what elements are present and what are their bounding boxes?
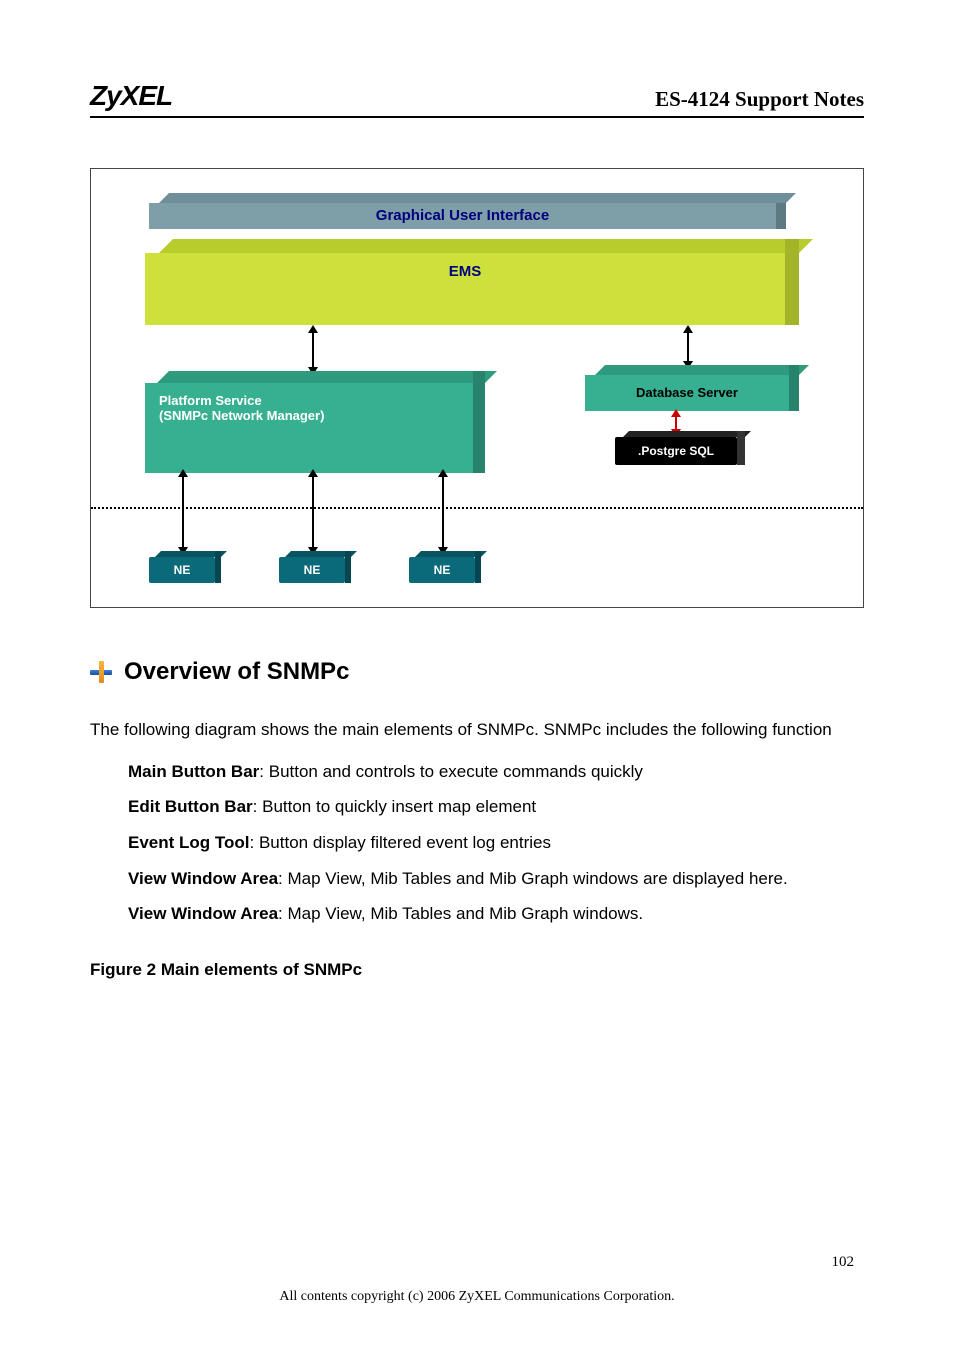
- ne-block-side: [475, 551, 481, 583]
- ems-block-label: EMS: [145, 253, 785, 325]
- plus-bullet-icon: [90, 661, 112, 683]
- platform-line2: (SNMPc Network Manager): [159, 408, 459, 423]
- figure-caption: Figure 2 Main elements of SNMPc: [90, 960, 864, 980]
- arrow-up-icon: [178, 469, 188, 477]
- gui-block-top: [159, 193, 796, 203]
- list-item: View Window Area: Map View, Mib Tables a…: [128, 861, 864, 897]
- platform-block-top: [157, 371, 497, 383]
- section-heading: Overview of SNMPc: [90, 658, 864, 686]
- ne-block-side: [215, 551, 221, 583]
- brand-logo: ZyXEL: [90, 80, 172, 112]
- connector-line: [312, 475, 314, 549]
- list-item: View Window Area: Map View, Mib Tables a…: [128, 896, 864, 932]
- section-heading-text: Overview of SNMPc: [124, 658, 349, 686]
- pg-block-side: [737, 431, 745, 465]
- ne-block-3: NE: [409, 557, 475, 583]
- feature-list: Main Button Bar: Button and controls to …: [90, 754, 864, 932]
- platform-block: Platform Service (SNMPc Network Manager): [145, 383, 473, 473]
- ne-block-1: NE: [149, 557, 215, 583]
- db-block-label: Database Server: [585, 375, 789, 411]
- ne-block-2: NE: [279, 557, 345, 583]
- db-block-top: [595, 365, 809, 375]
- list-item: Event Log Tool: Button display filtered …: [128, 825, 864, 861]
- arrow-up-icon: [683, 325, 693, 333]
- arrow-line: [687, 333, 689, 363]
- ne-block-side: [345, 551, 351, 583]
- connector-line: [182, 475, 184, 549]
- gui-block-label: Graphical User Interface: [149, 203, 776, 229]
- arrow-up-red-icon: [671, 409, 681, 417]
- page-header: ZyXEL ES-4124 Support Notes: [90, 80, 864, 118]
- intro-paragraph: The following diagram shows the main ele…: [90, 712, 864, 748]
- network-divider: [91, 507, 863, 509]
- platform-block-side: [473, 371, 485, 473]
- gui-block-side: [776, 203, 786, 229]
- arrow-line: [312, 333, 314, 369]
- architecture-diagram: Graphical User Interface EMS Platform Se…: [90, 168, 864, 608]
- list-item: Edit Button Bar: Button to quickly inser…: [128, 789, 864, 825]
- ems-block-side: [785, 239, 799, 325]
- db-block-side: [789, 365, 799, 411]
- pg-block-label: .Postgre SQL: [615, 437, 737, 465]
- footer-copyright: All contents copyright (c) 2006 ZyXEL Co…: [0, 1289, 954, 1305]
- connector-line: [442, 475, 444, 549]
- page-number: 102: [832, 1254, 855, 1271]
- arrow-up-icon: [438, 469, 448, 477]
- arrow-up-icon: [308, 325, 318, 333]
- platform-line1: Platform Service: [159, 393, 459, 408]
- document-title: ES-4124 Support Notes: [655, 87, 864, 112]
- ems-block-top: [159, 239, 813, 253]
- list-item: Main Button Bar: Button and controls to …: [128, 754, 864, 790]
- arrow-up-icon: [308, 469, 318, 477]
